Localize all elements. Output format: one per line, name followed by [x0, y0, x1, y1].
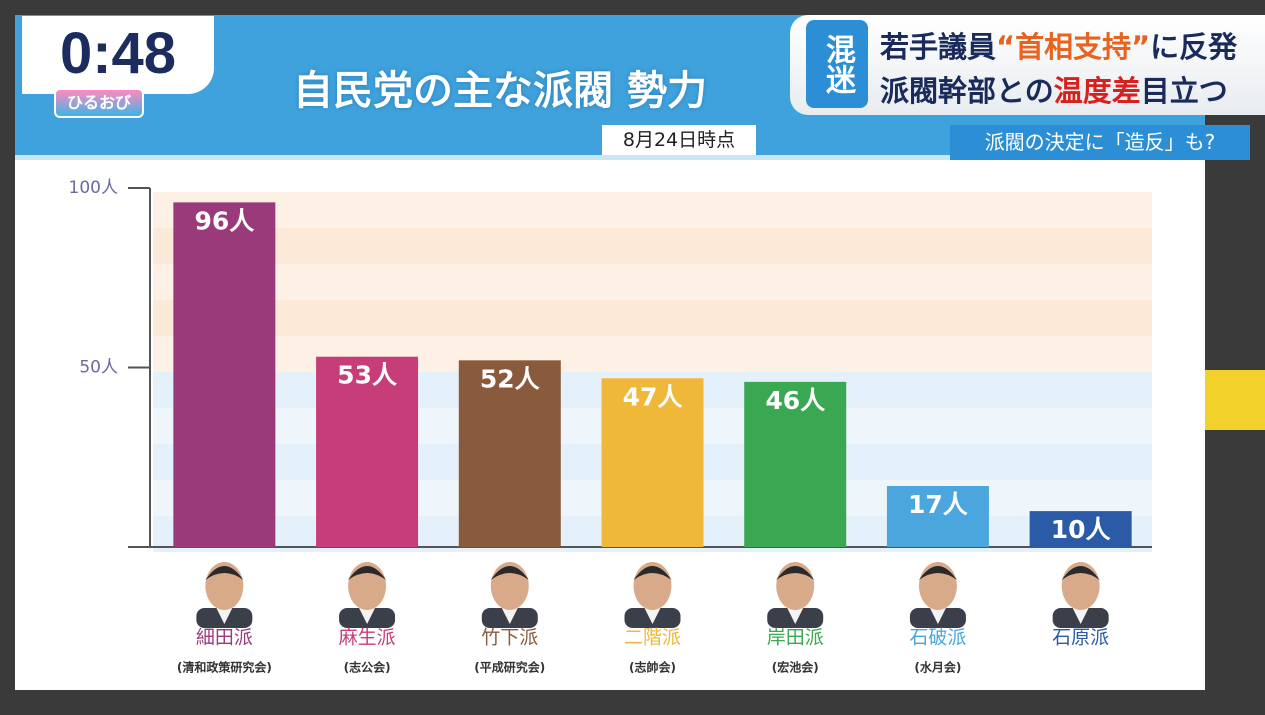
value-label: 10人: [1051, 515, 1111, 544]
x-tick-label: 石破派: [909, 627, 966, 649]
headline-segment: に反発: [1150, 30, 1238, 64]
bar: [458, 360, 561, 547]
y-tick-label: 50人: [79, 358, 118, 378]
x-tick-sublabel: (宏池会): [772, 660, 819, 675]
value-label: 96人: [194, 206, 254, 235]
y-tick-label: 100人: [69, 178, 118, 198]
headline-segment: 派閥幹部との: [880, 74, 1054, 108]
portrait-collar: [644, 608, 661, 624]
portrait: [1052, 562, 1109, 628]
value-label: 17人: [908, 490, 968, 519]
headline-tag: 混迷: [806, 20, 868, 108]
headline-box: [790, 15, 1265, 115]
chart-title: 自民党の主な派閥 勢力: [293, 68, 707, 114]
header-rule: [15, 155, 1205, 160]
plot-stripe: [153, 264, 1152, 300]
portrait-collar: [359, 608, 376, 624]
plot-stripe: [153, 192, 1152, 228]
subheadline: 派閥の決定に「造反」も?: [950, 125, 1250, 160]
x-tick-label: 二階派: [624, 627, 681, 649]
bar: [601, 378, 704, 547]
portrait: [481, 562, 538, 628]
bar: [1029, 511, 1132, 547]
bar: [173, 202, 276, 548]
portrait-collar: [1072, 608, 1089, 624]
portrait-hair: [776, 566, 815, 580]
value-label: 46人: [765, 386, 825, 415]
x-tick-sublabel: (志帥会): [629, 660, 676, 675]
bar: [744, 381, 847, 547]
x-tick-label: 細田派: [196, 627, 253, 649]
x-tick-label: 岸田派: [767, 627, 824, 649]
headline-segment: 温度差: [1053, 74, 1141, 108]
x-tick-sublabel: (水月会): [914, 660, 961, 675]
portrait-hair: [633, 566, 672, 580]
value-label: 53人: [337, 361, 397, 390]
headline-segment: “首相支持”: [996, 30, 1151, 64]
x-tick-sublabel: (志公会): [344, 660, 391, 675]
bar: [886, 485, 989, 547]
x-tick-sublabel: (清和政策研究会): [177, 660, 272, 675]
headline-segment: 若手議員: [880, 30, 997, 64]
chart-subtitle: 8月24日時点: [602, 125, 756, 155]
portrait: [339, 562, 396, 628]
portrait: [624, 562, 681, 628]
x-tick-label: 竹下派: [481, 627, 538, 649]
plot-stripe: [153, 300, 1152, 336]
bar: [316, 356, 419, 547]
portrait-hair: [918, 566, 957, 580]
plot-stripe: [153, 336, 1152, 372]
value-label: 47人: [623, 382, 683, 411]
headline-line: 若手議員“首相支持”に反発: [880, 24, 1237, 66]
portrait-collar: [501, 608, 518, 624]
headline-line: 派閥幹部との温度差目立つ: [880, 68, 1228, 110]
headline-segment: 目立つ: [1140, 74, 1228, 108]
x-tick-label: 石原派: [1052, 627, 1109, 649]
portrait: [767, 562, 824, 628]
portrait-collar: [787, 608, 804, 624]
x-tick-label: 麻生派: [339, 627, 396, 649]
portrait-collar: [929, 608, 946, 624]
portrait-hair: [1061, 566, 1100, 580]
program-logo: ひるおび: [54, 88, 144, 118]
x-tick-sublabel: (平成研究会): [474, 660, 545, 675]
portrait-hair: [205, 566, 244, 580]
clock: 0:48: [22, 16, 214, 94]
value-label: 52人: [480, 364, 540, 393]
portrait-hair: [490, 566, 529, 580]
portrait: [909, 562, 966, 628]
backdrop-panel: [1205, 370, 1265, 430]
portrait: [196, 562, 253, 628]
portrait-hair: [348, 566, 387, 580]
plot-stripe: [153, 228, 1152, 264]
portrait-collar: [216, 608, 233, 624]
